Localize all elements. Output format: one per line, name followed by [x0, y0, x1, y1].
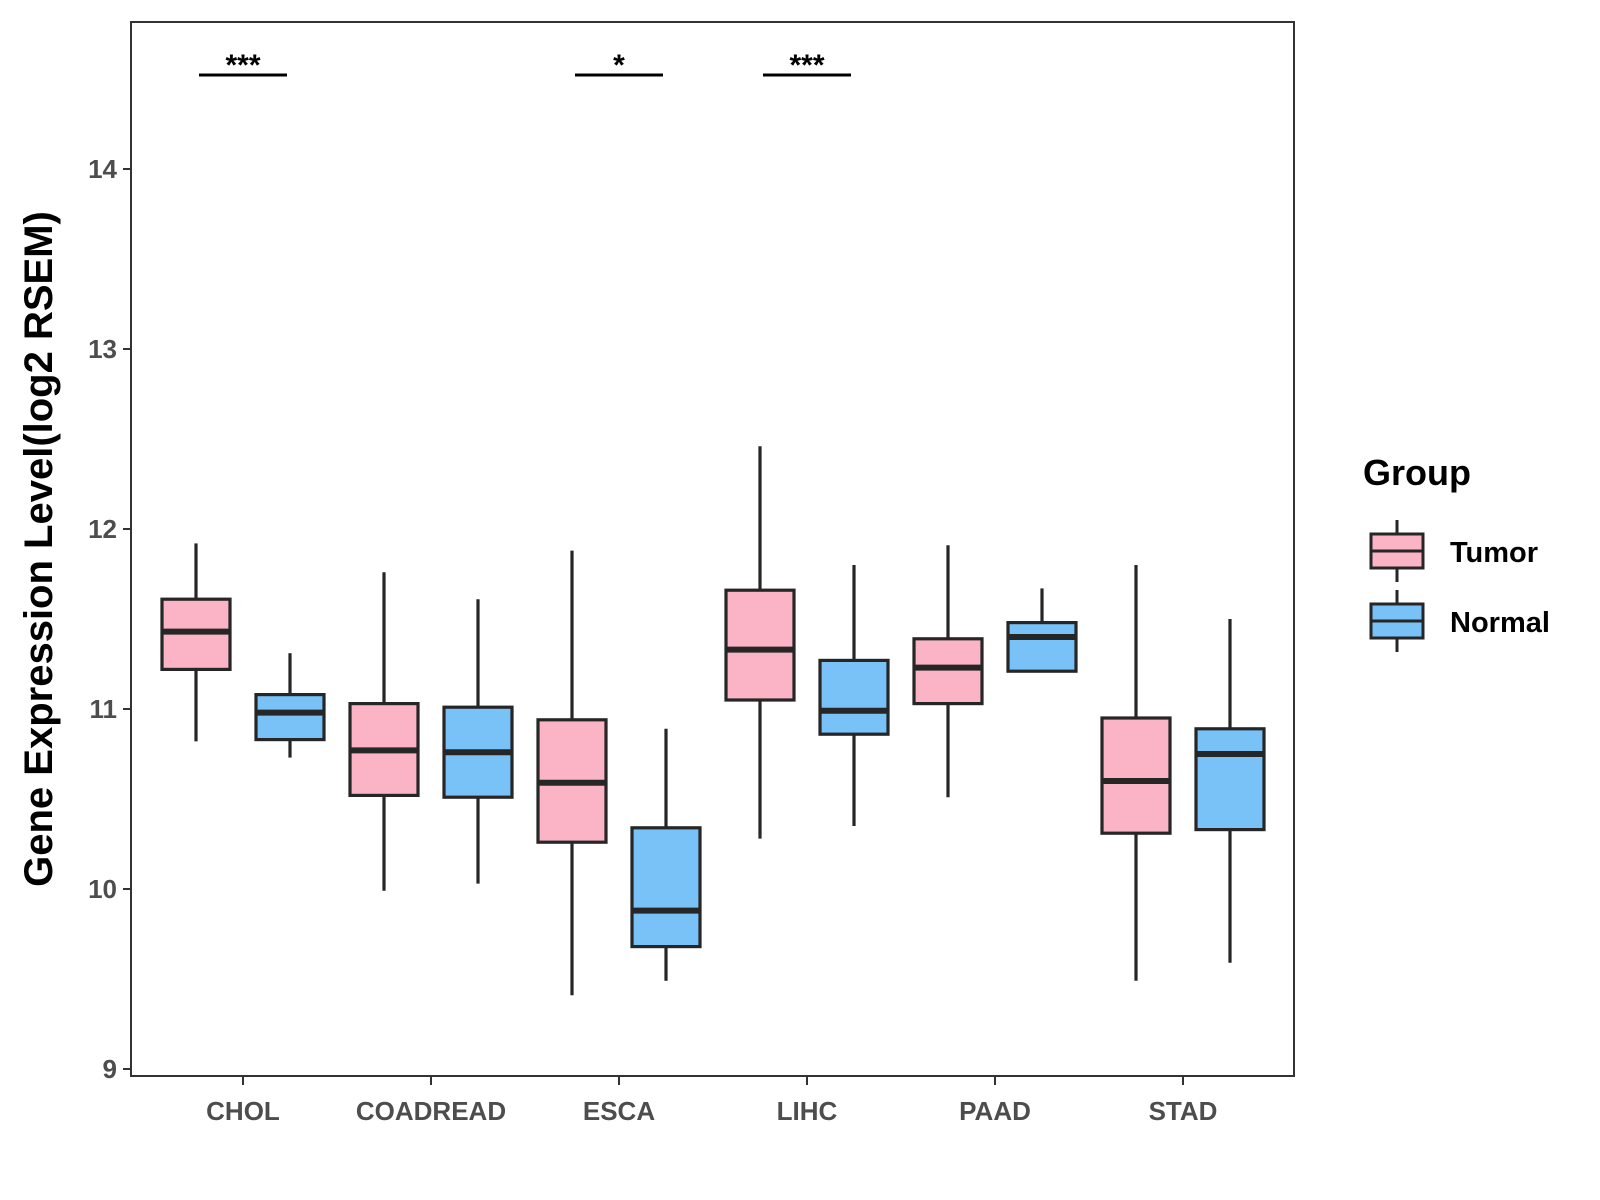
box-body	[724, 588, 796, 702]
legend: Group Tumor Normal	[1363, 452, 1550, 652]
legend-item-normal: Normal	[1369, 590, 1550, 652]
significance-chol: ***	[199, 49, 287, 82]
box-body	[912, 637, 984, 706]
x-tick-label-paad: PAAD	[959, 1096, 1031, 1126]
significance-layer: *** * ***	[199, 49, 851, 82]
box-tumor-coadread	[348, 572, 420, 891]
legend-title: Group	[1363, 452, 1471, 493]
y-tick-label: 9	[103, 1054, 117, 1084]
significance-label: ***	[789, 49, 824, 82]
box-tumor-chol	[160, 543, 232, 742]
significance-label: ***	[225, 49, 260, 82]
box-tumor-stad	[1100, 565, 1172, 981]
y-tick-label: 12	[88, 514, 117, 544]
y-tick-label: 14	[88, 154, 117, 184]
plot-panel-border	[130, 21, 1295, 1077]
significance-lihc: ***	[763, 49, 851, 82]
y-tick-label: 10	[88, 874, 117, 904]
box-normal-esca	[630, 728, 702, 981]
x-tick-label-coadread: COADREAD	[356, 1096, 506, 1126]
legend-label-normal: Normal	[1450, 607, 1550, 639]
box-body	[818, 658, 890, 736]
x-tick-label-stad: STAD	[1149, 1096, 1218, 1126]
x-tick-label-lihc: LIHC	[777, 1096, 838, 1126]
box-tumor-paad	[912, 545, 984, 798]
box-body	[1100, 716, 1172, 835]
box-normal-stad	[1194, 619, 1266, 963]
x-tick-label-esca: ESCA	[583, 1096, 655, 1126]
y-tick-label: 11	[90, 694, 118, 724]
x-tick-label-chol: CHOL	[206, 1096, 280, 1126]
box-normal-chol	[254, 653, 326, 758]
legend-label-tumor: Tumor	[1450, 537, 1538, 569]
boxes-layer	[160, 446, 1266, 996]
box-normal-coadread	[442, 599, 514, 884]
box-body	[630, 826, 702, 949]
x-axis: CHOL COADREAD ESCA LIHC PAAD STAD	[206, 1076, 1217, 1126]
box-body	[254, 692, 326, 742]
y-axis-title: Gene Expression Level(log2 RSEM)	[17, 211, 61, 887]
box-body	[1006, 620, 1078, 673]
y-axis: 9 10 11 12 13 14	[88, 154, 131, 1084]
box-normal-lihc	[818, 565, 890, 826]
significance-esca: *	[575, 49, 663, 82]
box-tumor-lihc	[724, 446, 796, 839]
y-tick-label: 13	[88, 334, 117, 364]
box-tumor-esca	[536, 550, 608, 996]
significance-label: *	[613, 49, 625, 82]
box-body	[1194, 727, 1266, 832]
legend-item-tumor: Tumor	[1369, 520, 1538, 582]
box-normal-paad	[1006, 588, 1078, 673]
